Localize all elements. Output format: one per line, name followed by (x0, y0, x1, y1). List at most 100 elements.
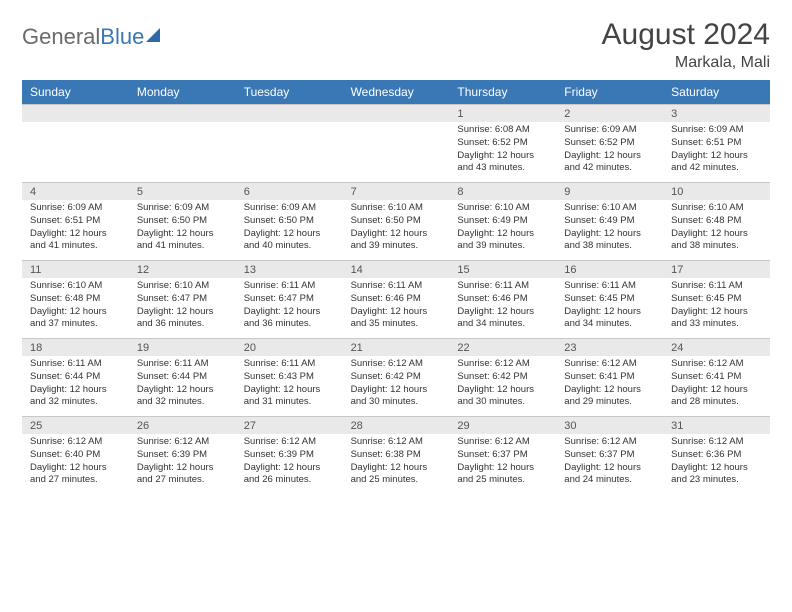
day-header-row: Sunday Monday Tuesday Wednesday Thursday… (22, 80, 770, 104)
sunset-text: Sunset: 6:51 PM (30, 215, 121, 228)
sunrise-text: Sunrise: 6:12 AM (137, 436, 228, 449)
day-number (129, 105, 236, 122)
sunset-text: Sunset: 6:37 PM (564, 449, 655, 462)
day-cell: Sunrise: 6:11 AMSunset: 6:45 PMDaylight:… (556, 278, 663, 338)
day-cell: Sunrise: 6:11 AMSunset: 6:46 PMDaylight:… (343, 278, 450, 338)
day-number: 23 (556, 339, 663, 356)
day-cell: Sunrise: 6:10 AMSunset: 6:50 PMDaylight:… (343, 200, 450, 260)
daylight-text: Daylight: 12 hours and 42 minutes. (671, 150, 762, 176)
daylight-text: Daylight: 12 hours and 39 minutes. (457, 228, 548, 254)
content-row: Sunrise: 6:11 AMSunset: 6:44 PMDaylight:… (22, 356, 770, 416)
day-cell: Sunrise: 6:10 AMSunset: 6:49 PMDaylight:… (449, 200, 556, 260)
daylight-text: Daylight: 12 hours and 38 minutes. (564, 228, 655, 254)
daylight-text: Daylight: 12 hours and 38 minutes. (671, 228, 762, 254)
sunrise-text: Sunrise: 6:10 AM (564, 202, 655, 215)
day-number: 20 (236, 339, 343, 356)
sunrise-text: Sunrise: 6:10 AM (137, 280, 228, 293)
sunrise-text: Sunrise: 6:12 AM (351, 436, 442, 449)
sunrise-text: Sunrise: 6:12 AM (671, 436, 762, 449)
day-number: 29 (449, 417, 556, 434)
daylight-text: Daylight: 12 hours and 27 minutes. (30, 462, 121, 488)
dayhead-wednesday: Wednesday (343, 80, 450, 104)
day-cell: Sunrise: 6:11 AMSunset: 6:44 PMDaylight:… (129, 356, 236, 416)
day-number: 16 (556, 261, 663, 278)
daylight-text: Daylight: 12 hours and 27 minutes. (137, 462, 228, 488)
daylight-text: Daylight: 12 hours and 28 minutes. (671, 384, 762, 410)
day-cell: Sunrise: 6:11 AMSunset: 6:47 PMDaylight:… (236, 278, 343, 338)
day-cell: Sunrise: 6:12 AMSunset: 6:39 PMDaylight:… (236, 434, 343, 494)
day-cell: Sunrise: 6:12 AMSunset: 6:38 PMDaylight:… (343, 434, 450, 494)
day-number: 10 (663, 183, 770, 200)
content-row: Sunrise: 6:10 AMSunset: 6:48 PMDaylight:… (22, 278, 770, 338)
sunrise-text: Sunrise: 6:11 AM (137, 358, 228, 371)
sunset-text: Sunset: 6:50 PM (137, 215, 228, 228)
day-cell: Sunrise: 6:12 AMSunset: 6:41 PMDaylight:… (663, 356, 770, 416)
sunrise-text: Sunrise: 6:09 AM (137, 202, 228, 215)
content-row: Sunrise: 6:08 AMSunset: 6:52 PMDaylight:… (22, 122, 770, 182)
sunrise-text: Sunrise: 6:09 AM (671, 124, 762, 137)
sunrise-text: Sunrise: 6:12 AM (671, 358, 762, 371)
day-cell: Sunrise: 6:11 AMSunset: 6:44 PMDaylight:… (22, 356, 129, 416)
dayhead-tuesday: Tuesday (236, 80, 343, 104)
daylight-text: Daylight: 12 hours and 32 minutes. (30, 384, 121, 410)
day-number (343, 105, 450, 122)
day-number: 19 (129, 339, 236, 356)
sunset-text: Sunset: 6:40 PM (30, 449, 121, 462)
day-cell (129, 122, 236, 182)
sunset-text: Sunset: 6:38 PM (351, 449, 442, 462)
day-number: 12 (129, 261, 236, 278)
daylight-text: Daylight: 12 hours and 41 minutes. (137, 228, 228, 254)
dayhead-thursday: Thursday (449, 80, 556, 104)
sunset-text: Sunset: 6:49 PM (564, 215, 655, 228)
day-cell: Sunrise: 6:11 AMSunset: 6:46 PMDaylight:… (449, 278, 556, 338)
day-number: 31 (663, 417, 770, 434)
daylight-text: Daylight: 12 hours and 23 minutes. (671, 462, 762, 488)
daylight-text: Daylight: 12 hours and 36 minutes. (137, 306, 228, 332)
sunrise-text: Sunrise: 6:08 AM (457, 124, 548, 137)
sunset-text: Sunset: 6:39 PM (244, 449, 335, 462)
day-number: 18 (22, 339, 129, 356)
daylight-text: Daylight: 12 hours and 36 minutes. (244, 306, 335, 332)
sunset-text: Sunset: 6:47 PM (137, 293, 228, 306)
sunset-text: Sunset: 6:48 PM (30, 293, 121, 306)
sunset-text: Sunset: 6:42 PM (351, 371, 442, 384)
day-number: 13 (236, 261, 343, 278)
daylight-text: Daylight: 12 hours and 24 minutes. (564, 462, 655, 488)
sunset-text: Sunset: 6:45 PM (564, 293, 655, 306)
daylight-text: Daylight: 12 hours and 30 minutes. (351, 384, 442, 410)
day-number: 25 (22, 417, 129, 434)
content-row: Sunrise: 6:09 AM Sunset: 6:51 PM Daylight:… (22, 200, 770, 260)
sunset-text: Sunset: 6:45 PM (671, 293, 762, 306)
sunrise-text: Sunrise: 6:11 AM (671, 280, 762, 293)
day-number: 9 (556, 183, 663, 200)
dayhead-friday: Friday (556, 80, 663, 104)
day-number: 3 (663, 105, 770, 122)
daylight-text: Daylight: 12 hours and 32 minutes. (137, 384, 228, 410)
daylight-text: Daylight: 12 hours and 40 minutes. (244, 228, 335, 254)
day-cell: Sunrise: 6:12 AMSunset: 6:37 PMDaylight:… (556, 434, 663, 494)
day-cell (236, 122, 343, 182)
content-row: Sunrise: 6:12 AMSunset: 6:40 PMDaylight:… (22, 434, 770, 494)
day-cell: Sunrise: 6:12 AMSunset: 6:37 PMDaylight:… (449, 434, 556, 494)
sunset-text: Sunset: 6:48 PM (671, 215, 762, 228)
sunset-text: Sunset: 6:36 PM (671, 449, 762, 462)
sunrise-text: Sunrise: 6:11 AM (457, 280, 548, 293)
title-block: August 2024 Markala, Mali (602, 18, 770, 72)
sunset-text: Sunset: 6:50 PM (244, 215, 335, 228)
day-cell: Sunrise: 6:10 AMSunset: 6:49 PMDaylight:… (556, 200, 663, 260)
sunrise-text: Sunrise: 6:10 AM (30, 280, 121, 293)
day-number: 8 (449, 183, 556, 200)
daylight-text: Daylight: 12 hours and 26 minutes. (244, 462, 335, 488)
sunrise-text: Sunrise: 6:12 AM (351, 358, 442, 371)
day-number: 28 (343, 417, 450, 434)
brand-part1: General (22, 24, 100, 50)
sunrise-text: Sunrise: 6:11 AM (30, 358, 121, 371)
sunrise-text: Sunrise: 6:09 AM (564, 124, 655, 137)
sunrise-text: Sunrise: 6:11 AM (244, 358, 335, 371)
daylight-text: Daylight: 12 hours and 39 minutes. (351, 228, 442, 254)
daylight-text: Daylight: 12 hours and 34 minutes. (457, 306, 548, 332)
day-cell: Sunrise: 6:09 AMSunset: 6:52 PMDaylight:… (556, 122, 663, 182)
day-cell: Sunrise: 6:12 AMSunset: 6:40 PMDaylight:… (22, 434, 129, 494)
day-number: 27 (236, 417, 343, 434)
daynum-row: 45678910 (22, 182, 770, 200)
